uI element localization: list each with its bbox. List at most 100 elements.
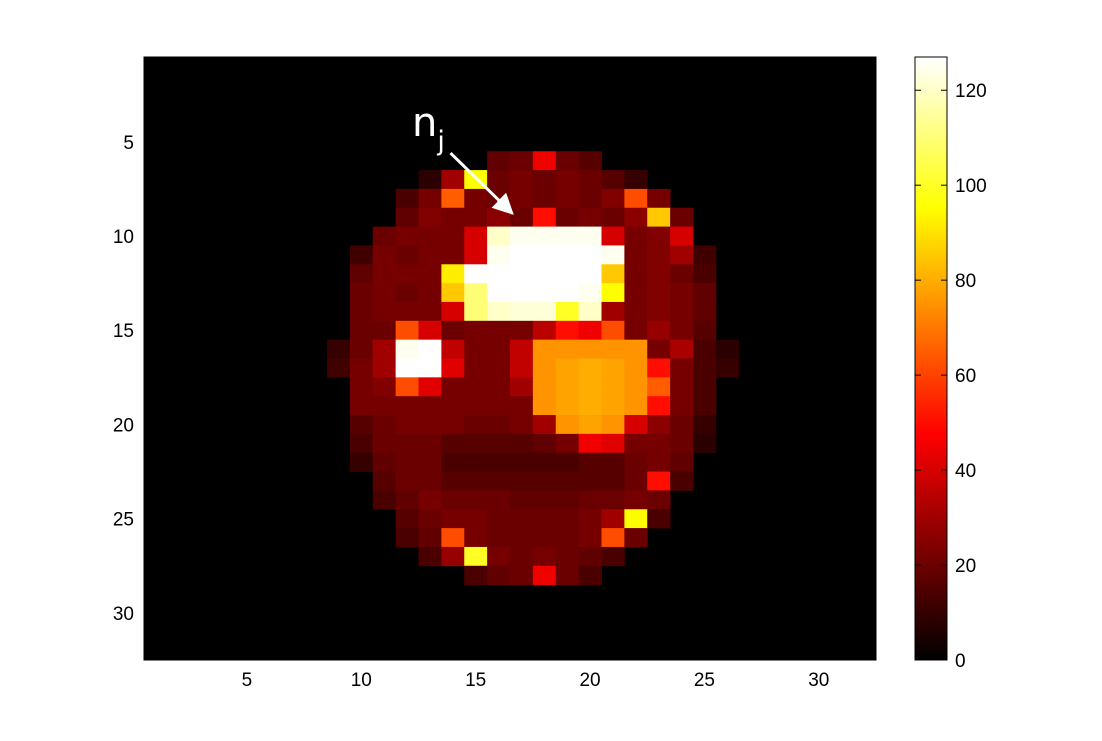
heatmap-cell: [578, 546, 602, 567]
heatmap-cell: [532, 283, 557, 303]
heatmap-cells: [327, 151, 740, 586]
heatmap-cell: [349, 452, 374, 472]
heatmap-cell: [395, 245, 419, 265]
heatmap-cell: [555, 207, 580, 227]
heatmap-cell: [601, 433, 625, 454]
y-tick-label: 10: [113, 227, 134, 248]
heatmap-cell: [624, 301, 648, 322]
annotation-arrow: [449, 152, 514, 215]
heatmap-cell: [487, 452, 511, 472]
heatmap-cell: [532, 207, 557, 227]
heatmap-cell: [510, 207, 534, 227]
heatmap-cell: [578, 339, 602, 359]
heatmap-cell: [510, 546, 534, 567]
heatmap-cell: [395, 415, 419, 435]
heatmap-cell: [578, 471, 602, 491]
heatmap-cell: [510, 509, 534, 529]
heatmap-cell: [372, 433, 397, 454]
heatmap-cell: [624, 415, 648, 435]
heatmap-cell: [670, 301, 694, 322]
heatmap-cell: [510, 471, 534, 491]
heatmap-cell: [487, 170, 511, 190]
heatmap-cell: [693, 396, 717, 416]
heatmap-cell: [487, 415, 511, 435]
heatmap-cell: [532, 396, 557, 416]
heatmap-cell: [670, 339, 694, 359]
x-tick-label: 10: [351, 670, 372, 691]
heatmap-cell: [555, 509, 580, 529]
heatmap-cell: [578, 415, 602, 435]
heatmap-cell: [555, 245, 580, 265]
heatmap-cell: [510, 264, 534, 284]
heatmap-cell: [464, 320, 488, 341]
heatmap-cell: [349, 264, 374, 284]
heatmap-cell: [418, 207, 442, 227]
heatmap-cell: [464, 509, 488, 529]
heatmap-cell: [441, 546, 465, 567]
heatmap-cell: [601, 471, 625, 491]
heatmap-cell: [372, 415, 397, 435]
heatmap-cell: [670, 207, 694, 227]
heatmap-cell: [647, 301, 671, 322]
heatmap-cell: [349, 320, 374, 341]
heatmap-cell: [464, 565, 488, 586]
heatmap-cell: [647, 471, 671, 491]
heatmap-cell: [349, 245, 374, 265]
heatmap-cell: [601, 396, 625, 416]
heatmap-cell: [510, 226, 534, 246]
heatmap-cell: [510, 301, 534, 322]
heatmap-cell: [578, 433, 602, 454]
heatmap-cell: [510, 320, 534, 341]
heatmap-cell: [647, 264, 671, 284]
heatmap-cell: [624, 207, 648, 227]
heatmap-cell: [487, 207, 511, 227]
heatmap-cell: [487, 339, 511, 359]
heatmap-cell: [464, 188, 488, 209]
heatmap-cell: [601, 207, 625, 227]
colorbar-tick-label: 20: [955, 556, 976, 577]
heatmap-cell: [555, 264, 580, 284]
heatmap-cell: [510, 433, 534, 454]
heatmap-cell: [647, 490, 671, 510]
heatmap-cell: [441, 283, 465, 303]
heatmap-cell: [418, 226, 442, 246]
heatmap-cell: [418, 546, 442, 567]
annotation-nj: nj: [412, 100, 514, 215]
heatmap-cell: [372, 320, 397, 341]
heatmap-cell: [647, 226, 671, 246]
heatmap-cell: [395, 358, 419, 378]
heatmap-cell: [464, 396, 488, 416]
heatmap-cell: [418, 358, 442, 378]
y-axis-ticks: 5 10 15 20 25 30: [113, 133, 876, 625]
heatmap-cell: [441, 433, 465, 454]
heatmap-cell: [441, 415, 465, 435]
colorbar-tick-label: 40: [955, 461, 976, 482]
heatmap-cell: [464, 377, 488, 397]
x-tick-label: 20: [579, 670, 600, 691]
heatmap-cell: [395, 528, 419, 548]
heatmap-cell: [555, 415, 580, 435]
heatmap-cell: [555, 170, 580, 190]
colorbar-ticks: 0 20 40 60 80 100 120: [915, 81, 987, 672]
heatmap-cell: [624, 509, 648, 529]
heatmap-cell: [693, 320, 717, 341]
heatmap-cell: [532, 546, 557, 567]
heatmap-cell: [624, 320, 648, 341]
heatmap-cell: [670, 396, 694, 416]
heatmap-cell: [418, 245, 442, 265]
heatmap-cell: [487, 264, 511, 284]
heatmap-cell: [441, 339, 465, 359]
heatmap-cell: [532, 415, 557, 435]
heatmap-cell: [464, 546, 488, 567]
heatmap-cell: [395, 283, 419, 303]
heatmap-cell: [441, 471, 465, 491]
heatmap-cell: [647, 207, 671, 227]
heatmap-cell: [624, 245, 648, 265]
heatmap-cell: [578, 509, 602, 529]
heatmap-cell: [510, 188, 534, 209]
heatmap-cell: [349, 301, 374, 322]
heatmap-cell: [555, 396, 580, 416]
heatmap-cell: [647, 509, 671, 529]
heatmap-cell: [670, 264, 694, 284]
heatmap-cell: [372, 358, 397, 378]
